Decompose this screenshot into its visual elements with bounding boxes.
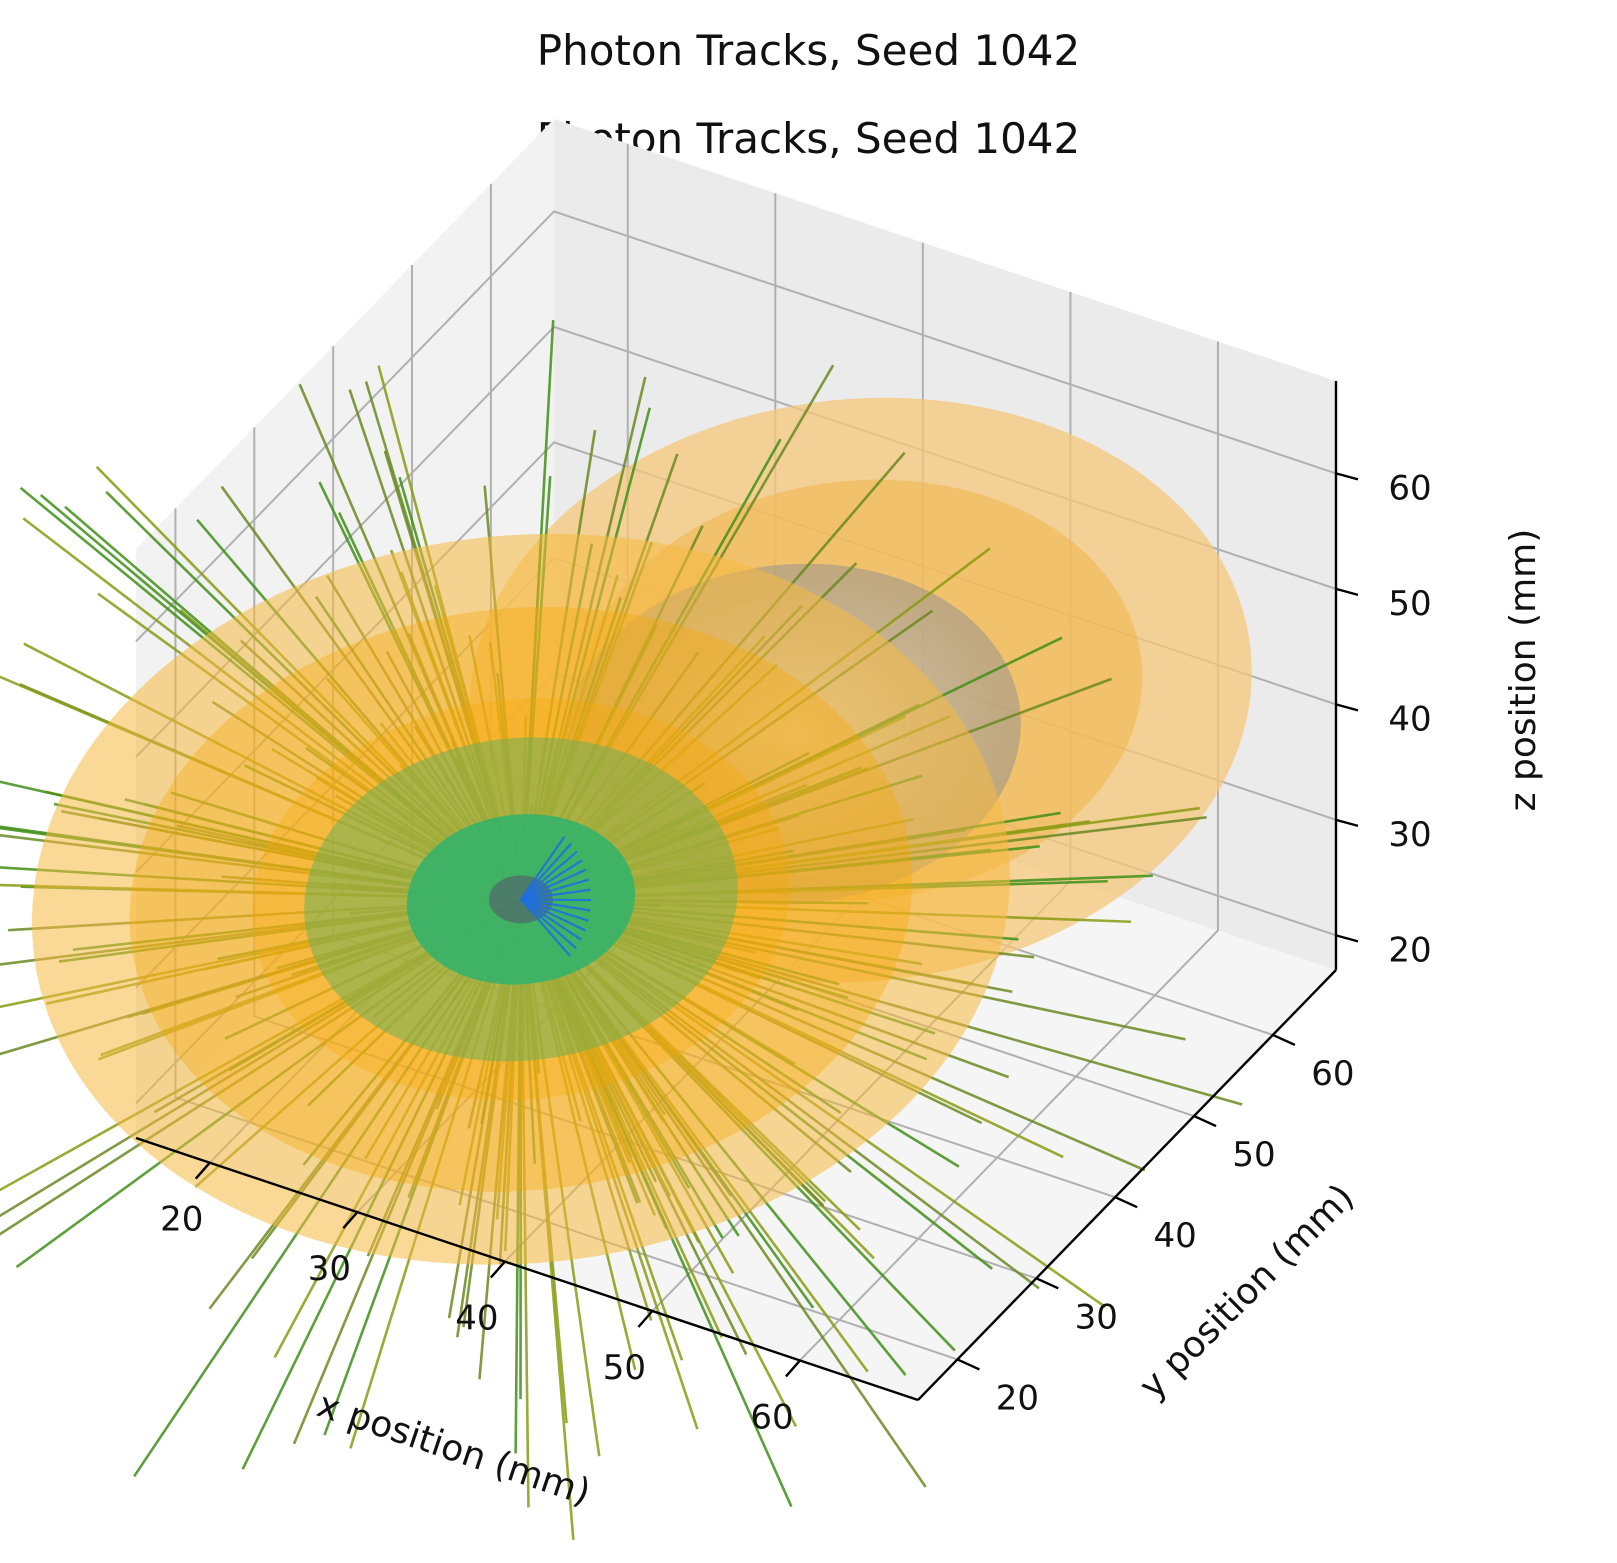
y-tick (1193, 1114, 1217, 1128)
core-track (520, 898, 591, 902)
core-track (520, 868, 587, 901)
y-tick-label: 40 (1154, 1216, 1197, 1256)
grid-line-z (135, 210, 1337, 643)
x-tick-label: 20 (160, 1200, 203, 1240)
x-tick-label: 50 (603, 1348, 646, 1388)
chart-title: Photon Tracks, Seed 1042 (536, 26, 1081, 75)
core-track (520, 898, 577, 950)
core-track (520, 842, 572, 901)
x-axis-line (135, 1136, 919, 1402)
core-track (520, 888, 591, 901)
x-tick (489, 1260, 506, 1279)
y-axis-line (917, 969, 1337, 1401)
x-tick (194, 1161, 211, 1180)
z-tick-label: 50 (1388, 584, 1431, 624)
z-tick-label: 60 (1388, 468, 1431, 508)
core-track (520, 898, 582, 941)
y-tick (1114, 1196, 1138, 1209)
y-tick (1035, 1277, 1059, 1290)
z-tick (1335, 703, 1359, 712)
core-track (520, 898, 586, 932)
x-tick-label: 60 (750, 1397, 793, 1437)
core-track (520, 836, 566, 900)
z-tick-label: 40 (1388, 699, 1431, 739)
y-axis-title: y position (mm) (1132, 1177, 1363, 1408)
core-track (520, 898, 589, 922)
z-tick-label: 20 (1388, 930, 1431, 970)
x-tick-label: 40 (455, 1299, 498, 1339)
y-tick-label: 20 (996, 1378, 1039, 1418)
z-axis-title: z position (mm) (1503, 529, 1544, 812)
y-tick (1272, 1033, 1296, 1046)
x-axis-title: x position (mm) (312, 1384, 595, 1513)
y-tick (956, 1358, 980, 1371)
z-tick (1335, 587, 1359, 597)
z-tick-label: 30 (1388, 815, 1431, 855)
x-tick-label: 30 (308, 1249, 351, 1289)
grid-line-x (799, 341, 1219, 1362)
core-track (520, 898, 572, 957)
z-tick (1335, 934, 1359, 943)
z-tick (1335, 818, 1359, 828)
core-track (520, 878, 590, 901)
x-tick (785, 1359, 801, 1378)
y-tick-label: 50 (1232, 1135, 1275, 1175)
x-tick (637, 1310, 654, 1328)
y-tick-label: 60 (1311, 1054, 1354, 1094)
core-track (520, 859, 583, 901)
y-tick-label: 30 (1075, 1297, 1118, 1337)
z-tick (1335, 472, 1359, 481)
core-track (520, 898, 591, 912)
x-tick (342, 1211, 359, 1229)
core-track (520, 850, 578, 901)
